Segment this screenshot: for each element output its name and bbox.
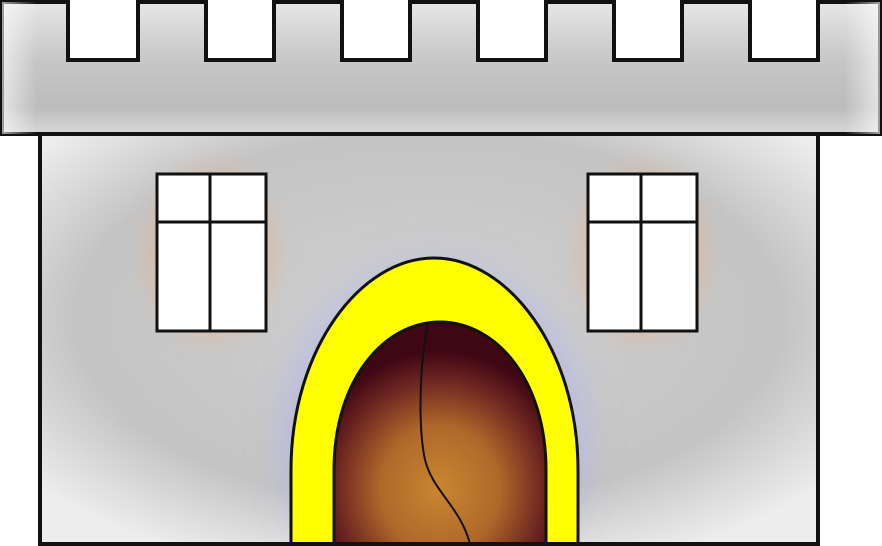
- battlement-highlight: [2, 2, 880, 134]
- right-window: [586, 172, 699, 333]
- left-window: [155, 172, 268, 333]
- wooden-door: [332, 320, 548, 546]
- door-crack: [419, 323, 471, 545]
